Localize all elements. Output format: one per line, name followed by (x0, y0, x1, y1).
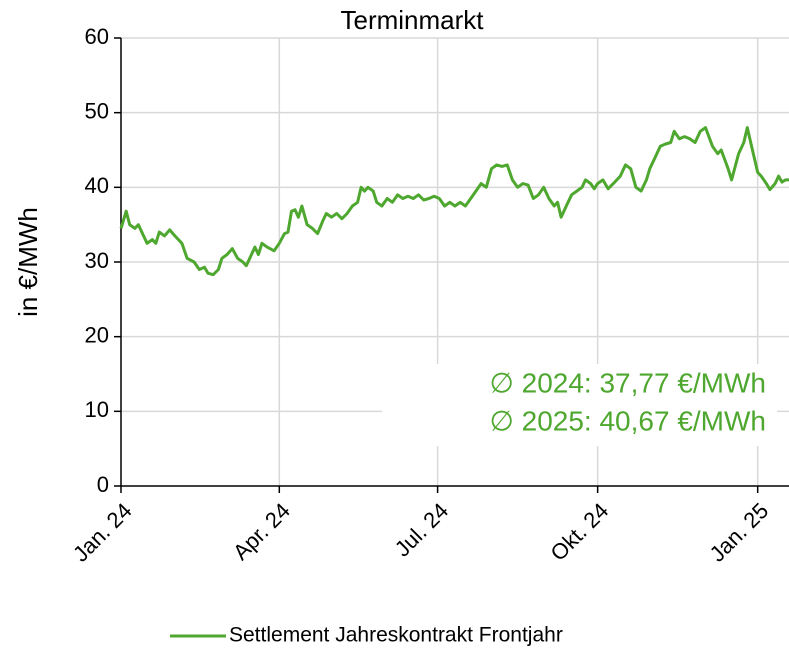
annotation: ∅ 2024: 37,77 €/MWh (489, 367, 766, 398)
y-tick-label: 40 (85, 173, 109, 198)
data-line (119, 126, 789, 277)
y-axis-label: in €/MWh (13, 207, 43, 317)
x-tick-label: Jul. 24 (390, 498, 454, 562)
y-tick-label: 20 (85, 322, 109, 347)
y-tick-label: 60 (85, 24, 109, 49)
y-tick-label: 0 (97, 472, 109, 497)
y-tick-label: 10 (85, 397, 109, 422)
y-tick-label: 30 (85, 248, 109, 273)
x-tick-label: Apr. 24 (228, 498, 295, 565)
legend-label: Settlement Jahreskontrakt Frontjahr (229, 624, 563, 647)
x-tick-label: Jan. 24 (68, 498, 137, 567)
annotation-background (382, 364, 777, 446)
x-tick-label: Jan. 25 (705, 498, 774, 567)
y-tick-label: 50 (85, 98, 109, 123)
annotation: ∅ 2025: 40,67 €/MWh (489, 405, 766, 436)
chart-title: Terminmarkt (340, 5, 484, 35)
x-tick-label: Okt. 24 (545, 498, 613, 566)
